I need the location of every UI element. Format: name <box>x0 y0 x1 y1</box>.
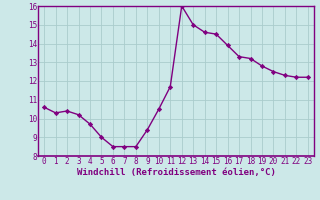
X-axis label: Windchill (Refroidissement éolien,°C): Windchill (Refroidissement éolien,°C) <box>76 168 276 177</box>
